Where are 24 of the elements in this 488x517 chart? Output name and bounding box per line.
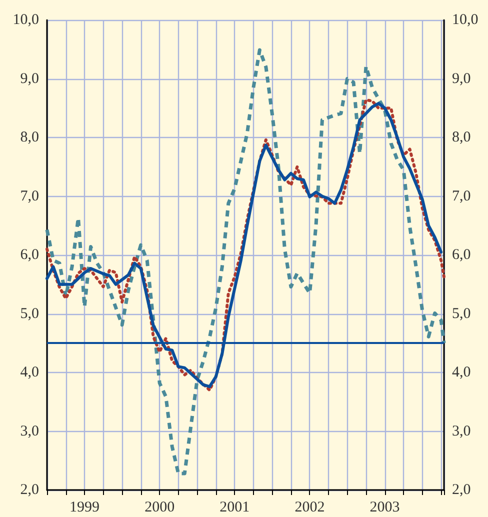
x-tick-label: 1999 — [70, 500, 100, 516]
y-tick-label: 7,0 — [20, 188, 39, 204]
y2-tick-label: 6,0 — [452, 247, 471, 263]
y2-tick-label: 5,0 — [452, 306, 471, 322]
x-tick-label: 2002 — [294, 500, 325, 516]
y-tick-label: 6,0 — [20, 247, 39, 263]
y2-tick-label: 10,0 — [452, 12, 478, 28]
y-tick-label: 8,0 — [20, 130, 39, 146]
line-series — [45, 48, 446, 476]
y2-tick-label: 9,0 — [452, 70, 471, 87]
y-tick-label: 2,0 — [20, 482, 39, 498]
y-tick-label: 9,0 — [20, 70, 39, 87]
y2-tick-label: 3,0 — [452, 423, 471, 440]
x-tick-label: 2003 — [370, 500, 400, 516]
y2-tick-label: 4,0 — [452, 364, 471, 380]
y2-tick-label: 2,0 — [452, 482, 471, 498]
y2-tick-label: 7,0 — [452, 188, 471, 204]
x-tick-label: 2001 — [220, 500, 250, 516]
x-tick-label: 2000 — [144, 500, 175, 516]
y-tick-label: 3,0 — [20, 423, 39, 440]
y-tick-label: 4,0 — [20, 364, 39, 380]
y2-tick-label: 8,0 — [452, 130, 471, 146]
y-tick-label: 5,0 — [20, 306, 39, 322]
y-tick-label: 10,0 — [12, 12, 39, 28]
